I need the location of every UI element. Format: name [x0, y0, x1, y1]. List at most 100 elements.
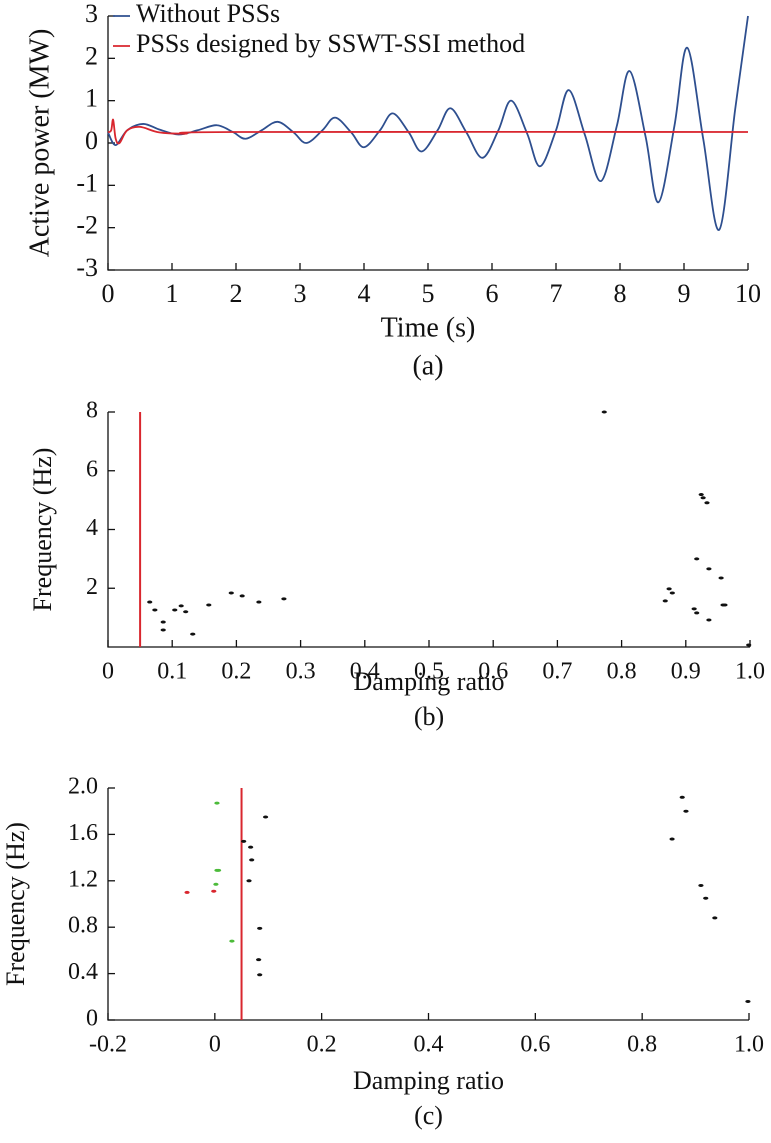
x-tick-label: 0.2: [221, 659, 251, 685]
point: [698, 493, 704, 497]
axes: [107, 788, 749, 1021]
point: [248, 845, 254, 849]
point: [147, 600, 153, 604]
point: [691, 607, 697, 611]
x-tick-label: 0: [209, 1032, 221, 1058]
point: [704, 501, 710, 505]
y-tick-label: -3: [76, 253, 98, 282]
point: [601, 410, 607, 414]
point: [706, 618, 712, 622]
point: [718, 576, 724, 580]
x-tick-label: 10: [735, 279, 761, 308]
x-tick-label: 0.9: [671, 659, 701, 685]
point: [745, 999, 751, 1003]
x-tick-label: 0.7: [542, 659, 572, 685]
y-tick-label: 1.6: [68, 820, 98, 846]
y-tick-label: 2: [86, 574, 98, 600]
y-tick-label: 0: [86, 1006, 98, 1032]
x-tick-label: 3: [294, 279, 307, 308]
x-tick-label: 1.0: [734, 1032, 764, 1058]
x-axis-label: Time (s): [381, 312, 476, 343]
line: [107, 118, 749, 145]
x-tick-label: 2: [230, 279, 243, 308]
y-axis-label: Active power (MW): [24, 29, 55, 258]
y-tick-label: 2.0: [68, 774, 98, 800]
x-axis-label: Damping ratio: [354, 667, 505, 696]
x-tick-label: 0.4: [350, 659, 380, 685]
point: [694, 611, 700, 615]
x-tick-label: -0.2: [89, 1032, 127, 1058]
x-tick-label: 1.0: [735, 659, 765, 685]
point: [256, 958, 262, 962]
y-tick-label: 8: [86, 398, 98, 424]
point: [712, 916, 718, 920]
x-tick-label: 8: [614, 279, 627, 308]
y-tick-label: 0: [85, 126, 98, 155]
point: [257, 973, 263, 977]
y-tick-label: -1: [76, 168, 98, 197]
axes: [107, 412, 750, 648]
point: [662, 599, 668, 603]
y-tick-label: 1.2: [68, 866, 98, 892]
point: [239, 594, 245, 598]
x-tick-label: 4: [358, 279, 371, 308]
legend-label: Without PSSs: [136, 0, 280, 28]
point: [152, 608, 158, 612]
x-tick-label: 0.6: [520, 1032, 550, 1058]
caption: (b): [414, 702, 444, 731]
x-tick-label: 0.4: [414, 1032, 444, 1058]
point: [246, 879, 252, 883]
point: [281, 597, 287, 601]
x-tick-label: 0.8: [607, 659, 637, 685]
x-tick-label: 0.2: [307, 1032, 337, 1058]
line: [107, 15, 749, 231]
x-tick-label: 9: [678, 279, 691, 308]
point: [228, 591, 234, 595]
y-tick-label: 3: [85, 0, 98, 28]
y-tick-label: -2: [76, 211, 98, 240]
point: [184, 890, 190, 894]
y-tick-label: 0.4: [68, 959, 98, 985]
y-tick-label: 1: [85, 84, 98, 113]
point: [241, 839, 247, 843]
x-tick-label: 0.6: [478, 659, 508, 685]
caption: (c): [414, 1101, 443, 1130]
point: [683, 809, 689, 813]
point: [722, 603, 728, 607]
x-tick-label: 7: [550, 279, 563, 308]
point: [262, 815, 269, 819]
point: [249, 858, 255, 862]
point: [214, 801, 220, 805]
caption: (a): [412, 350, 443, 381]
point: [703, 896, 709, 900]
point: [229, 939, 235, 943]
y-tick-label: 4: [86, 515, 98, 541]
x-tick-label: 0.8: [627, 1032, 657, 1058]
x-axis-label: Damping ratio: [353, 1066, 504, 1095]
point: [694, 557, 700, 561]
legend-label: PSSs designed by SSWT-SSI method: [136, 29, 525, 58]
x-tick-label: 0.1: [157, 659, 187, 685]
point: [669, 591, 675, 595]
point: [213, 882, 219, 886]
point: [256, 600, 262, 604]
point: [679, 795, 685, 799]
point: [178, 604, 184, 608]
y-axis-label: Frequency (Hz): [1, 822, 30, 986]
y-axis-label: Frequency (Hz): [28, 448, 57, 612]
point: [257, 926, 263, 930]
point: [160, 620, 166, 624]
x-tick-label: 0.5: [414, 659, 444, 685]
point: [698, 883, 704, 887]
point: [706, 567, 712, 571]
point: [160, 628, 166, 632]
x-tick-label: 1: [166, 279, 179, 308]
point: [211, 889, 217, 893]
y-tick-label: 2: [85, 41, 98, 70]
point: [190, 632, 196, 636]
x-tick-label: 6: [486, 279, 499, 308]
y-tick-label: 6: [86, 456, 98, 482]
point: [206, 603, 212, 607]
x-tick-label: 0: [102, 659, 114, 685]
